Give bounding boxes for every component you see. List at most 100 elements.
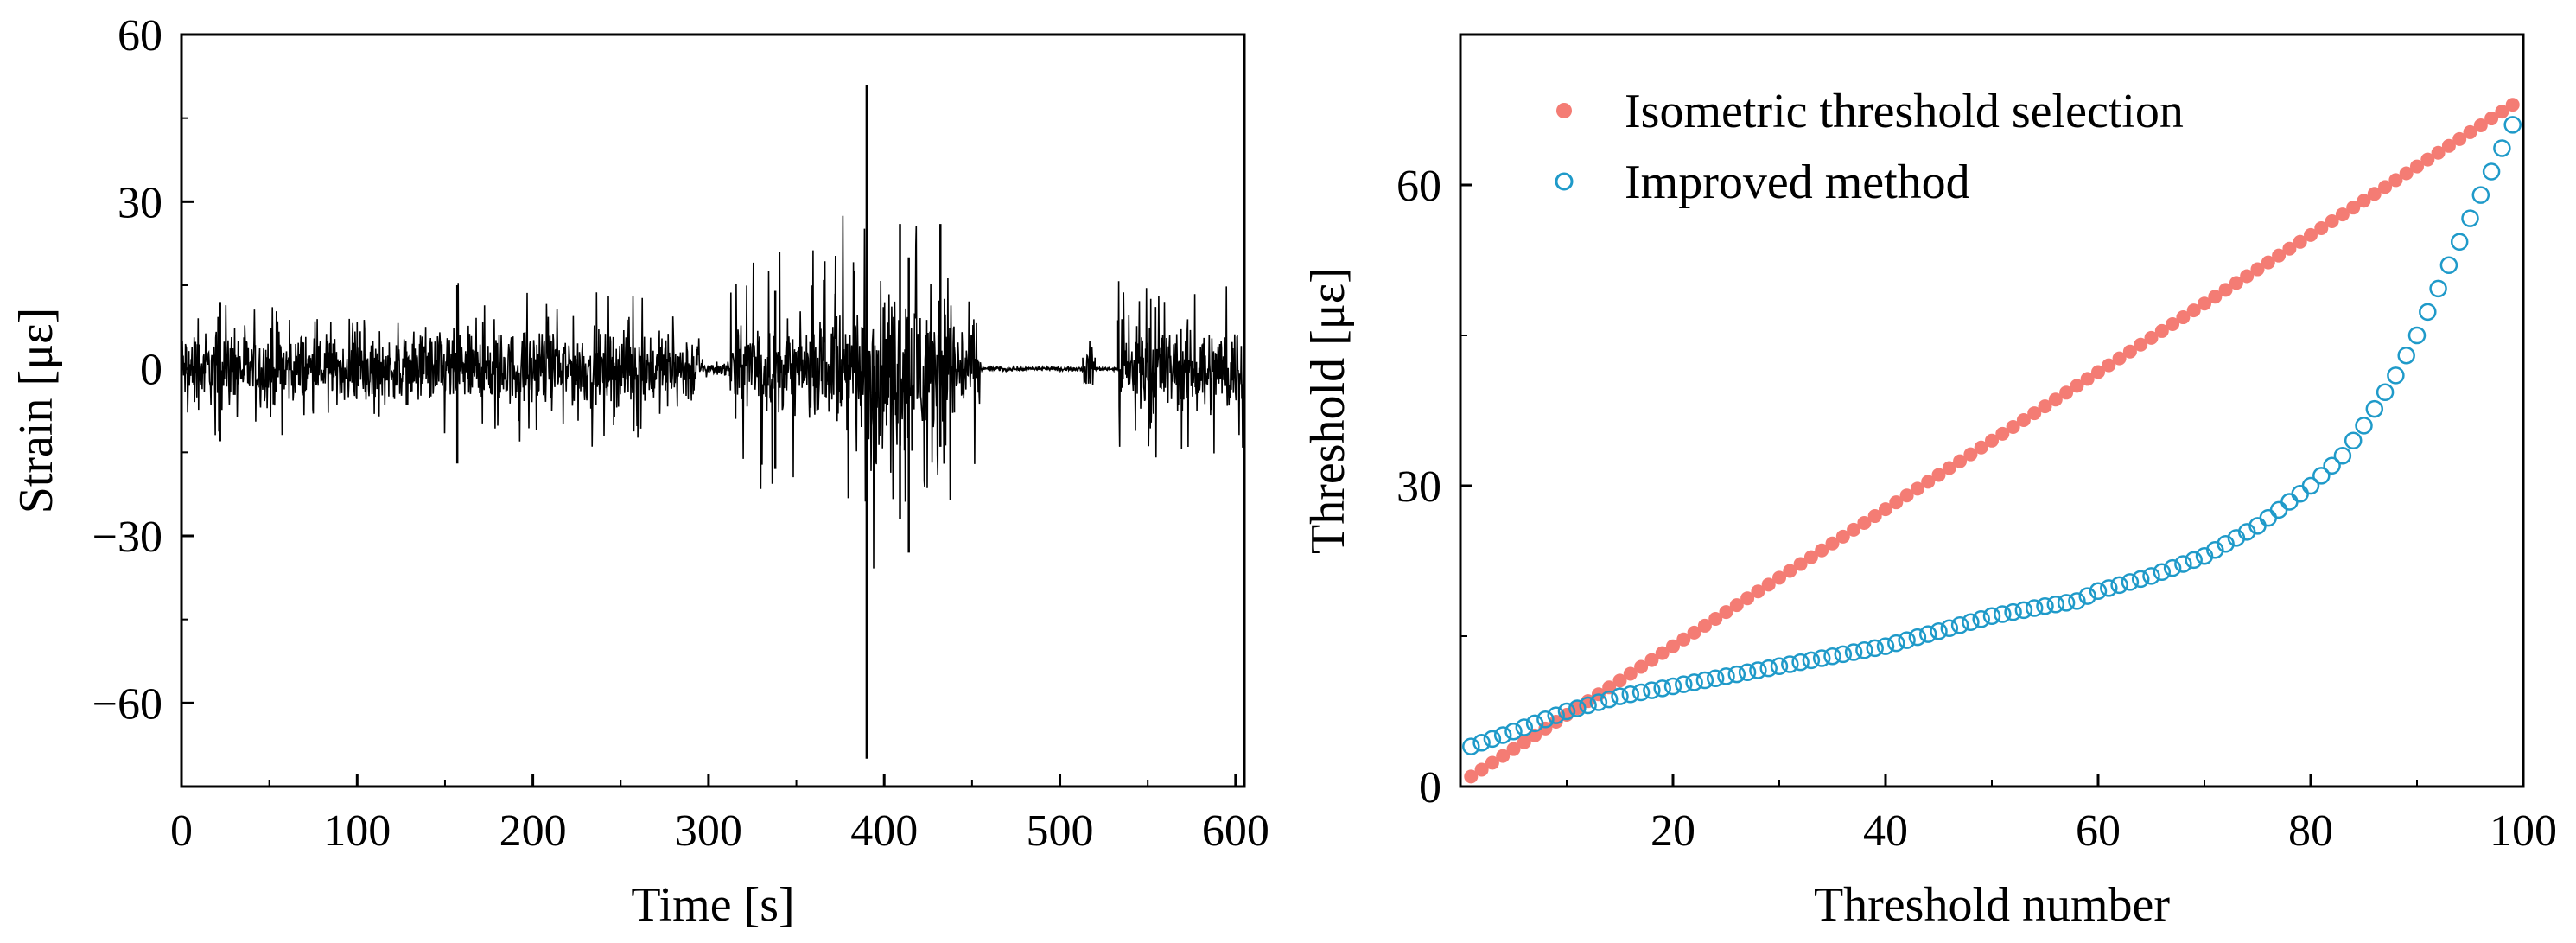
- right-x-tick-label: 20: [1651, 806, 1695, 856]
- improved-point: [1823, 647, 1841, 666]
- left-y-tick-label: −30: [92, 513, 162, 562]
- strain-signal-plot: [181, 85, 1245, 759]
- isometric-point: [2144, 330, 2159, 345]
- legend-label-isometric: Isometric threshold selection: [1625, 85, 2184, 138]
- improved-point: [1727, 665, 1746, 684]
- improved-point: [2387, 366, 2405, 385]
- improved-point: [2333, 446, 2352, 465]
- isometric-point: [1815, 543, 1829, 558]
- improved-point: [1738, 663, 1757, 682]
- left-x-tick-label: 400: [850, 806, 918, 856]
- left-y-tick-label: −60: [92, 679, 162, 729]
- isometric-point: [2048, 392, 2063, 407]
- isometric-point: [1793, 557, 1808, 571]
- improved-point: [2280, 493, 2299, 511]
- improved-point: [1631, 683, 1651, 702]
- isometric-point: [1485, 755, 1499, 770]
- improved-point: [1547, 706, 1565, 724]
- isometric-point: [1942, 461, 1956, 475]
- improved-point: [2174, 555, 2192, 573]
- improved-point: [1706, 669, 1725, 687]
- isometric-point: [1995, 426, 2010, 441]
- improved-point: [2121, 573, 2140, 591]
- isometric-point: [2431, 145, 2446, 160]
- improved-point: [1940, 619, 1959, 637]
- improved-point: [1972, 610, 1990, 628]
- improved-point: [2237, 523, 2256, 541]
- isometric-point: [1783, 564, 1797, 578]
- isometric-point: [1655, 646, 1670, 660]
- isometric-point: [1464, 769, 1479, 784]
- isometric-point: [2250, 262, 2265, 277]
- improved-point: [2482, 162, 2501, 181]
- left-x-tick-label: 0: [170, 806, 193, 856]
- improved-point: [2493, 139, 2511, 157]
- left-y-axis-title: Strain [με]: [10, 308, 63, 514]
- improved-point: [1557, 702, 1576, 721]
- improved-point: [2036, 596, 2054, 615]
- left-axis-ticks: 0 100 200 300 400 500 600 −60 −30 0 30 60: [92, 11, 1269, 856]
- isometric-point: [2122, 344, 2137, 359]
- isometric-point: [2016, 413, 2031, 428]
- isometric-point: [1506, 742, 1521, 756]
- right-x-tick-label: 60: [2076, 806, 2121, 856]
- improved-point: [2131, 570, 2150, 589]
- isometric-point: [2282, 241, 2297, 256]
- right-y-axis-title: Threshold [με]: [1301, 267, 1355, 554]
- improved-point: [2206, 540, 2224, 559]
- improved-point: [2407, 326, 2427, 345]
- improved-point: [2110, 576, 2128, 595]
- isometric-point: [1634, 659, 1649, 674]
- left-y-tick-label: 30: [118, 178, 162, 227]
- improved-point: [2046, 596, 2065, 614]
- improved-point: [2227, 529, 2246, 547]
- isometric-point: [2229, 276, 2243, 290]
- improved-point: [2195, 546, 2214, 565]
- improved-point: [1908, 628, 1927, 647]
- isometric-point: [2484, 112, 2499, 126]
- isometric-point: [2346, 201, 2361, 215]
- right-x-tick-label: 40: [1863, 806, 1908, 856]
- isometric-point: [1953, 454, 1968, 468]
- isometric-point: [2357, 194, 2371, 208]
- improved-point: [1802, 651, 1821, 670]
- improved-point: [2301, 476, 2320, 495]
- right-x-axis-title: Threshold number: [1814, 878, 2170, 932]
- improved-point: [2376, 383, 2395, 401]
- isometric-point: [1496, 749, 1511, 763]
- isometric-point: [1517, 735, 1531, 749]
- isometric-point: [2198, 296, 2211, 311]
- improved-point: [2503, 116, 2522, 134]
- isometric-point: [2410, 159, 2424, 174]
- isometric-point: [1974, 440, 1988, 455]
- improved-point: [2100, 579, 2118, 597]
- isometric-point: [2314, 220, 2329, 235]
- improved-point: [2323, 456, 2341, 475]
- improved-point: [1834, 645, 1853, 664]
- isometric-point: [2038, 399, 2052, 414]
- isometric-point: [2325, 214, 2339, 229]
- isometric-point: [1835, 529, 1850, 544]
- improved-point: [1994, 605, 2012, 623]
- right-y-tick-label: 60: [1396, 162, 1441, 211]
- improved-point: [1866, 639, 1884, 658]
- isometric-point: [1867, 509, 1882, 524]
- improved-point: [1791, 653, 1810, 672]
- improved-point: [2355, 417, 2373, 435]
- improved-point: [1568, 699, 1587, 717]
- improved-point: [1844, 643, 1863, 661]
- isometric-point: [2006, 419, 2020, 434]
- improved-point: [2057, 594, 2076, 612]
- isometric-point: [2166, 316, 2180, 331]
- isometric-point: [2388, 173, 2403, 188]
- improved-point: [1781, 655, 1799, 673]
- isometric-point: [1825, 536, 1840, 551]
- improved-point: [1653, 679, 1671, 698]
- isometric-point: [2272, 248, 2287, 263]
- isometric-point: [1921, 475, 1936, 489]
- improved-point: [1515, 718, 1534, 736]
- isometric-point: [2027, 406, 2042, 421]
- improved-point: [2025, 599, 2044, 617]
